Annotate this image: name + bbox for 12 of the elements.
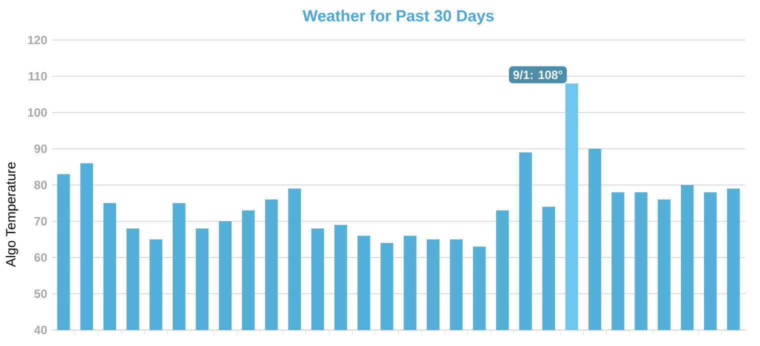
y-tick-label: 120 bbox=[28, 36, 47, 44]
y-tick-label: 40 bbox=[34, 326, 47, 334]
y-tick-label: 50 bbox=[34, 289, 47, 298]
y-tick-label: 110 bbox=[28, 72, 47, 81]
chart-title: Weather for Past 30 Days bbox=[302, 10, 494, 25]
y-tick-label: 60 bbox=[34, 253, 47, 262]
y-tick-label: 70 bbox=[34, 216, 47, 226]
y-tick-label: 80 bbox=[34, 180, 47, 190]
annotation: 9/1: 108° bbox=[513, 70, 562, 80]
y-axis-title: Algo Temperature bbox=[6, 162, 18, 267]
y-tick-label: 100 bbox=[28, 108, 47, 117]
y-tick-label: 90 bbox=[34, 144, 47, 153]
